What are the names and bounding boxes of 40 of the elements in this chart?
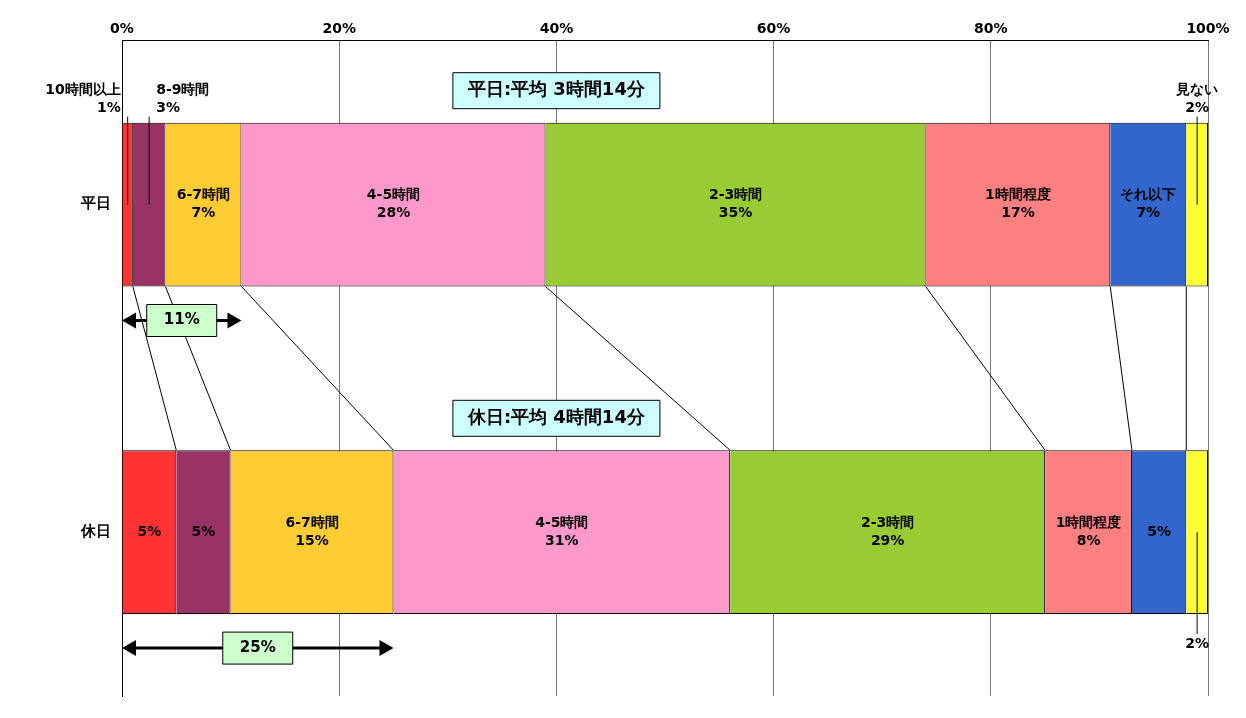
- y-tick-label: 休日: [80, 522, 111, 541]
- x-tick-label: 100%: [1186, 20, 1230, 37]
- series-label: 8-9時間: [156, 81, 210, 98]
- data-label: 15%: [295, 531, 329, 548]
- text: 6-7時間: [285, 513, 339, 530]
- data-label: 3%: [156, 99, 180, 116]
- y-tick-label: 平日: [80, 194, 111, 213]
- annotation: 平日:平均 3時間14分: [466, 78, 646, 100]
- x-tick-label: 20%: [322, 20, 356, 37]
- series-label: 1時間程度: [1055, 513, 1122, 530]
- data-label: 2%: [1185, 634, 1210, 651]
- data-label: 7%: [1136, 204, 1161, 221]
- series-label: 6-7時間: [176, 186, 231, 203]
- series-label: 4-5時間: [366, 186, 421, 203]
- series-label: 10時間以上: [45, 81, 121, 98]
- data-label: 5%: [1147, 522, 1172, 539]
- data-label: 28%: [376, 204, 411, 221]
- text: 1時間程度: [985, 186, 1051, 203]
- text: 見ない: [1175, 81, 1219, 98]
- x-tick-label: 60%: [756, 20, 791, 37]
- data-label: 31%: [545, 531, 579, 548]
- data-label: 5%: [191, 522, 216, 539]
- annotation: 11%: [163, 310, 200, 329]
- data-label: 17%: [1001, 204, 1035, 221]
- text: 4-5時間: [535, 513, 589, 530]
- data-label: 7%: [191, 204, 216, 221]
- text: 2-3時間: [860, 513, 915, 530]
- x-tick-label: 0%: [110, 20, 134, 37]
- series-label: それ以下: [1120, 186, 1177, 203]
- x-tick-label: 80%: [974, 20, 1008, 37]
- data-label: 35%: [718, 204, 753, 221]
- annotation: 25%: [239, 637, 276, 656]
- series-label: 2-3時間: [708, 186, 763, 203]
- data-label: 1%: [96, 99, 121, 116]
- data-label: 5%: [137, 522, 162, 539]
- x-tick-label: 40%: [539, 20, 574, 37]
- data-label: 2%: [1185, 99, 1210, 116]
- data-label: 8%: [1076, 531, 1101, 548]
- annotation: 休日:平均 4時間14分: [466, 405, 646, 427]
- data-label: 29%: [870, 531, 905, 548]
